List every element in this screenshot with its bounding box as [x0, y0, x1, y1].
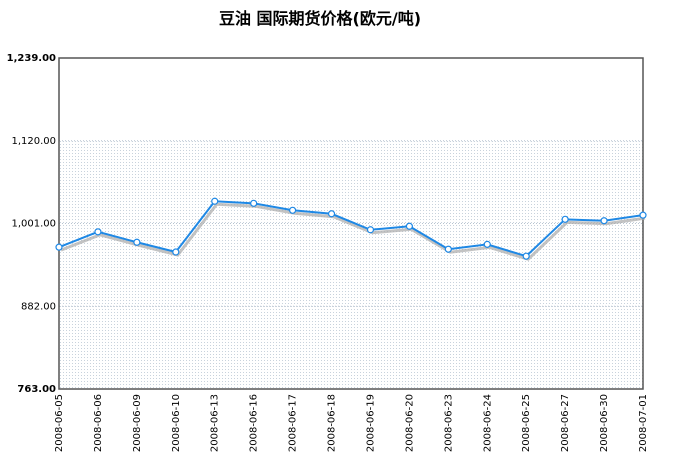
x-tick-label: 2008-06-18: [327, 394, 338, 452]
x-tick-label: 2008-06-13: [210, 394, 221, 452]
x-tick-label: 2008-06-27: [560, 394, 571, 452]
x-tick-label: 2008-06-10: [171, 394, 182, 452]
y-tick-label: 1,120.00: [11, 136, 56, 147]
y-tick-label: 1,001.00: [11, 219, 56, 230]
point: [444, 245, 452, 253]
point: [366, 226, 375, 234]
point: [289, 206, 297, 214]
x-tick-label: 2008-06-19: [365, 394, 376, 452]
x-tick-label: 2008-07-01: [638, 394, 649, 452]
point: [639, 211, 647, 219]
line: [58, 200, 644, 258]
y-tick-label: 1,239.00: [7, 53, 56, 64]
x-tick-label: 2008-06-30: [599, 394, 610, 452]
x-tick-label: 2008-06-20: [404, 394, 415, 452]
point: [250, 199, 258, 207]
point: [55, 243, 63, 251]
point: [561, 215, 569, 223]
point: [483, 240, 491, 248]
x-tick-label: 2008-06-05: [54, 394, 65, 452]
x-tick-label: 2008-06-17: [288, 394, 299, 452]
point: [133, 238, 141, 246]
x-tick-label: 2008-06-09: [132, 394, 143, 452]
y-tick-label: 882.00: [21, 301, 56, 312]
plot-pattern: [59, 140, 643, 389]
chart-title: 豆油 国际期货价格(欧元/吨): [219, 9, 421, 28]
point: [405, 222, 413, 230]
line-shadow: [60, 202, 646, 261]
x-tick-label: 2008-06-06: [93, 394, 104, 452]
x-tick-label: 2008-06-24: [482, 394, 493, 452]
x-tick-label: 2008-06-25: [521, 394, 532, 452]
x-tick-label: 2008-06-16: [249, 394, 260, 452]
plot-frame: [58, 57, 644, 390]
point: [522, 252, 530, 260]
point: [327, 210, 336, 218]
point: [172, 248, 180, 256]
point: [600, 217, 608, 225]
point: [211, 197, 219, 205]
y-tick-label: 763.00: [17, 384, 56, 395]
point: [94, 228, 102, 236]
x-tick-label: 2008-06-23: [443, 394, 454, 452]
